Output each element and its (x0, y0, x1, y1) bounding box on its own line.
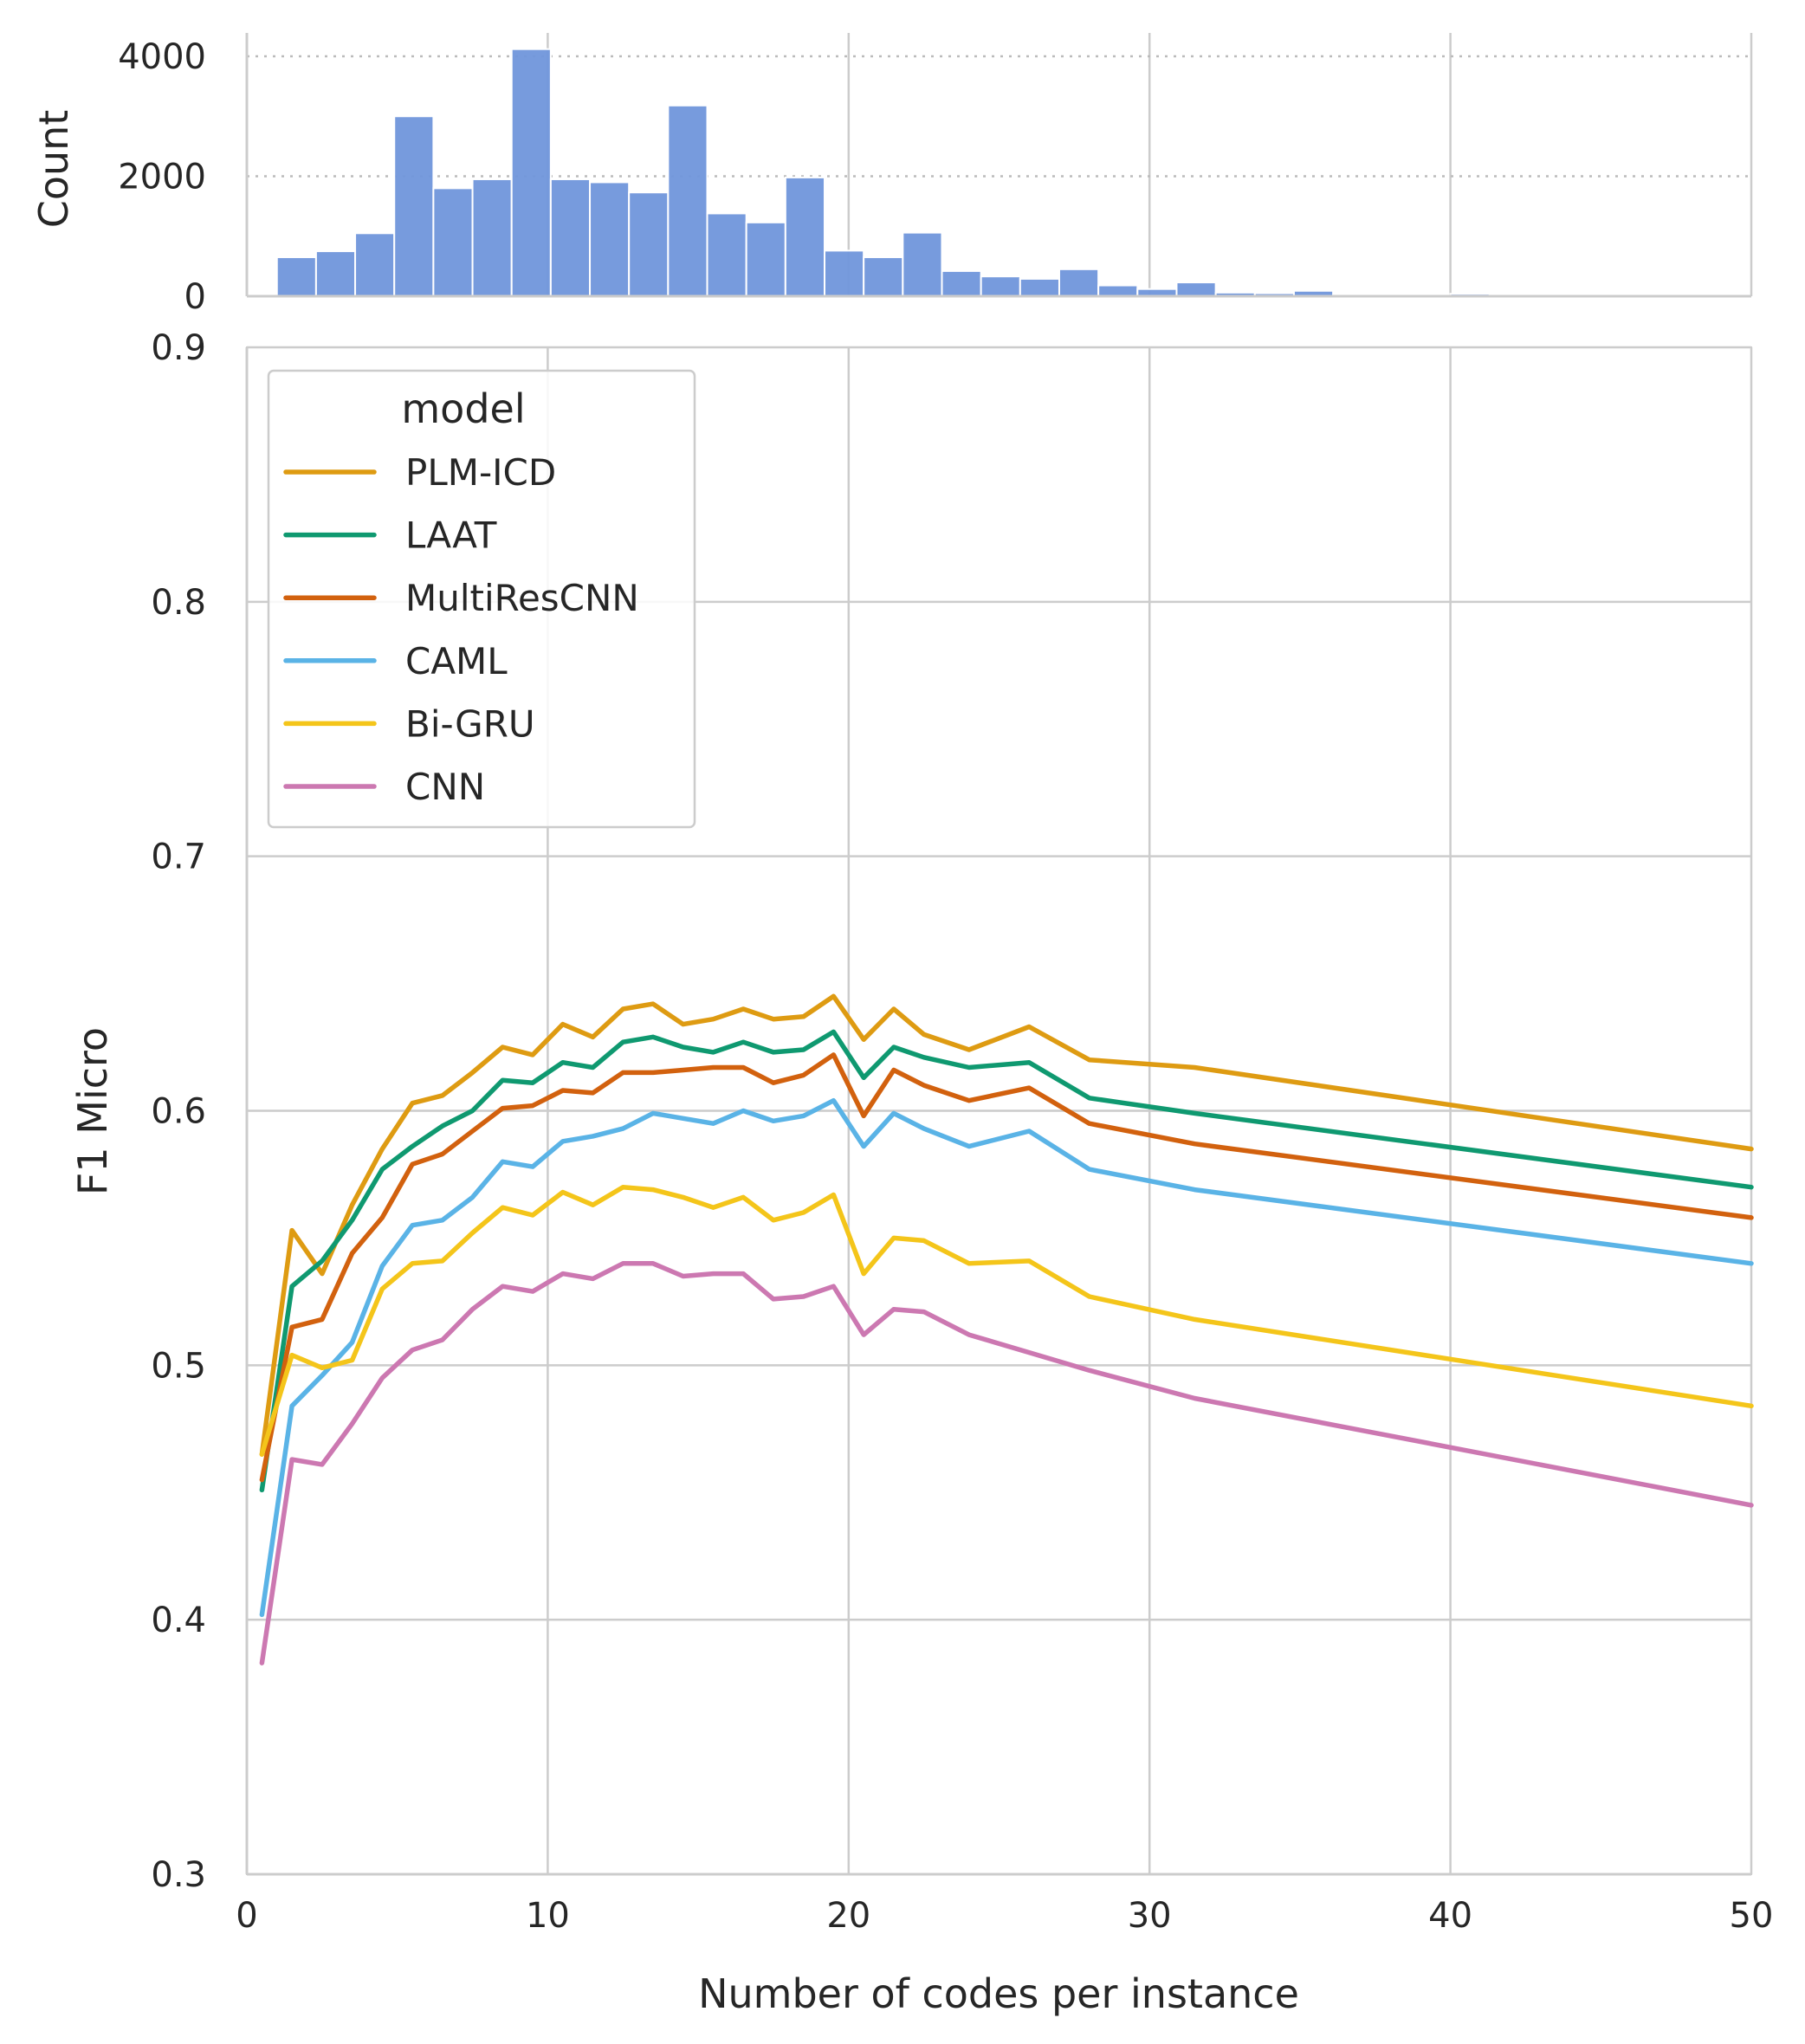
histogram-y-tick-label: 0 (184, 277, 206, 317)
histogram-bar (1097, 284, 1139, 298)
series-line-bi-gru (259, 1184, 1754, 1457)
histogram-bar (902, 231, 943, 297)
series-line-cnn (259, 1261, 1754, 1666)
histogram-bar (706, 212, 747, 297)
series-line-laat (259, 1029, 1754, 1493)
y-tick-label: 0.5 (151, 1346, 206, 1386)
histogram-bar (510, 48, 552, 297)
histogram-bar (314, 250, 357, 297)
histogram-bar (863, 256, 904, 297)
histogram-bar (589, 181, 631, 297)
histogram-y-tick-label: 2000 (118, 158, 206, 197)
legend-label: PLM-ICD (405, 451, 556, 494)
histogram-y-tick-label: 4000 (118, 37, 206, 77)
legend-label: CNN (405, 766, 485, 808)
histogram-bar (1175, 281, 1217, 298)
x-tick-label: 50 (1730, 1896, 1774, 1936)
legend: model PLM-ICD LAAT MultiResCNN CAML Bi-GRU CN… (267, 369, 696, 829)
legend-title: model (401, 385, 525, 432)
histogram-bars (275, 48, 1530, 298)
histogram-bar (667, 104, 708, 297)
histogram-bar (354, 232, 396, 298)
histogram-bar (1019, 277, 1060, 298)
x-tick-label: 10 (526, 1896, 570, 1936)
x-tick-label: 40 (1428, 1896, 1472, 1936)
y-tick-label: 0.3 (151, 1855, 206, 1895)
histogram-bar (745, 221, 786, 298)
histogram-y-ticks: 0 2000 4000 (118, 37, 206, 317)
histogram-bar (784, 176, 826, 297)
histogram-bar (471, 178, 513, 297)
line-series-group (259, 993, 1754, 1666)
line-y-ticks: 0.3 0.4 0.5 0.6 0.7 0.8 0.9 (151, 328, 206, 1895)
x-tick-label: 20 (826, 1896, 870, 1936)
x-tick-label: 30 (1128, 1896, 1172, 1936)
histogram-bar (549, 178, 592, 297)
y-tick-label: 0.4 (151, 1601, 206, 1640)
histogram-bar (980, 275, 1021, 297)
x-axis-label: Number of codes per instance (698, 1970, 1299, 2017)
series-line-plm-icd (259, 993, 1754, 1457)
y-tick-label: 0.7 (151, 838, 206, 877)
legend-label: Bi-GRU (405, 702, 535, 745)
histogram-bar (432, 187, 474, 298)
y-axis-label: F1 Micro (69, 1027, 116, 1195)
histogram-y-axis-label: Count (30, 110, 77, 229)
histogram-bar (628, 191, 670, 297)
y-tick-label: 0.9 (151, 328, 206, 368)
histogram-panel: 0 2000 4000 Count (30, 33, 1753, 317)
histogram-bar (275, 256, 317, 297)
series-line-caml (259, 1097, 1754, 1618)
legend-label: LAAT (405, 514, 497, 557)
legend-box (267, 369, 696, 829)
y-tick-label: 0.8 (151, 583, 206, 623)
histogram-bar (941, 269, 982, 298)
series-line-multirescnn (259, 1052, 1754, 1483)
legend-label: CAML (405, 640, 508, 682)
histogram-bar (1058, 268, 1100, 297)
line-panel: 0.3 0.4 0.5 0.6 0.7 0.8 0.9 0 10 20 30 40 50 Number… (69, 328, 1773, 2017)
x-tick-label: 0 (236, 1896, 257, 1936)
histogram-bar (824, 249, 865, 297)
y-tick-label: 0.6 (151, 1092, 206, 1132)
histogram-bar (393, 115, 435, 297)
legend-label: MultiResCNN (405, 577, 639, 619)
line-x-ticks: 0 10 20 30 40 50 (236, 1896, 1773, 1936)
